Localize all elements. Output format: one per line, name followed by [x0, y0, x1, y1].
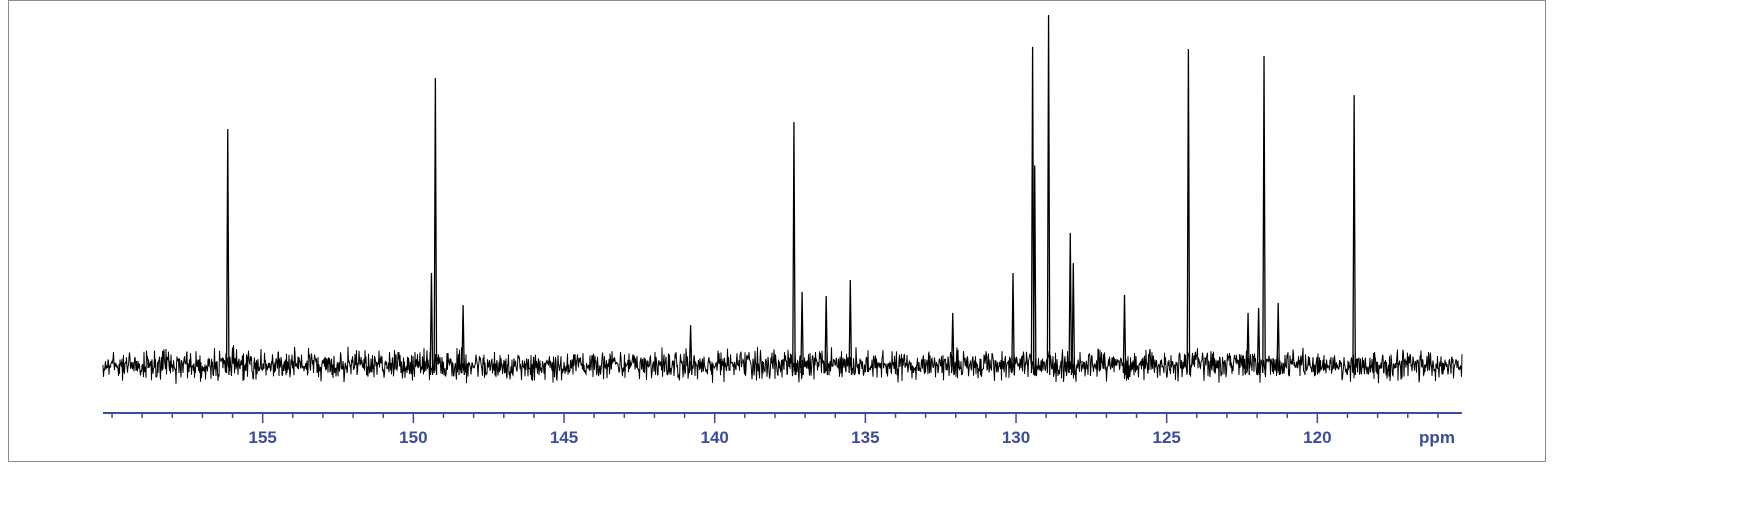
x-axis-label: ppm: [1419, 428, 1455, 447]
peak: [688, 325, 693, 376]
tick-label: 150: [399, 428, 427, 447]
peak: [1030, 46, 1035, 376]
tick-label: 135: [851, 428, 879, 447]
peak: [848, 279, 853, 376]
peak: [1262, 55, 1266, 376]
peak: [1186, 48, 1191, 376]
tick-label: 140: [701, 428, 729, 447]
peak: [824, 296, 829, 376]
tick-label: 130: [1002, 428, 1030, 447]
peak: [1246, 312, 1250, 376]
peak: [1011, 272, 1015, 376]
peak: [1256, 307, 1261, 376]
x-axis-ticks: 155 150 145 140 135 130 125 120: [111, 413, 1439, 447]
peak: [1032, 165, 1037, 376]
peak: [792, 122, 796, 376]
peak: [1276, 303, 1281, 376]
noise-trace: [102, 345, 1463, 384]
peak: [1352, 95, 1356, 376]
peak: [1122, 294, 1127, 376]
chart-frame: [8, 0, 1546, 462]
peak: [800, 291, 804, 376]
peak: [950, 312, 955, 376]
tick-label: 120: [1303, 428, 1331, 447]
peak: [1046, 14, 1051, 376]
peak: [433, 77, 438, 376]
baseline-noise: [102, 345, 1463, 384]
peak: [1068, 233, 1073, 376]
peak: [461, 305, 465, 376]
peak: [429, 272, 434, 376]
peak: [225, 129, 230, 376]
tick-label: 125: [1153, 428, 1181, 447]
peaks: [225, 14, 1356, 376]
tick-label: 155: [249, 428, 277, 447]
tick-label: 145: [550, 428, 578, 447]
peak: [1071, 263, 1076, 376]
